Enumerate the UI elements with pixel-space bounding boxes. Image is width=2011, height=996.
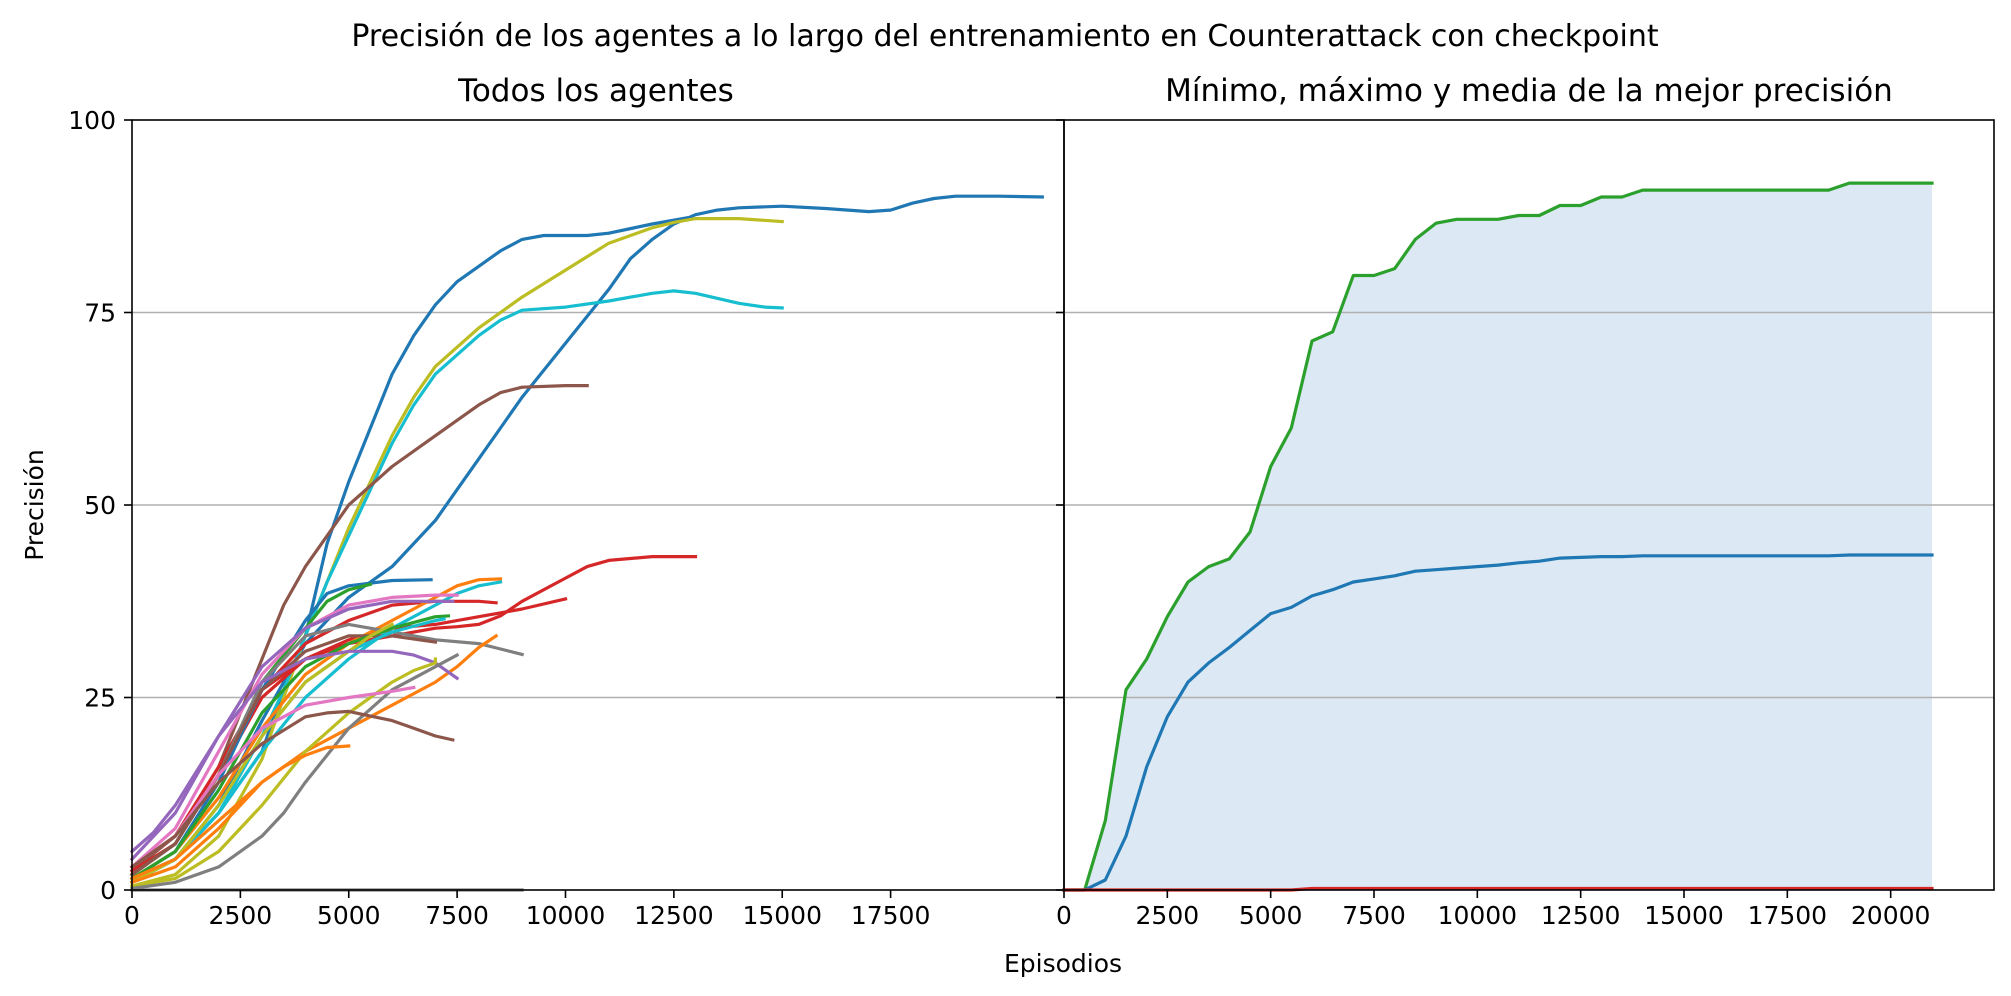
x-tick-label-min-max-mean: 12500 bbox=[1541, 901, 1621, 930]
y-tick-label: 0 bbox=[100, 876, 116, 905]
x-axis-label: Episodios bbox=[1004, 949, 1122, 978]
series-line-all-agents-21 bbox=[129, 649, 460, 854]
y-tick-label: 25 bbox=[84, 684, 116, 713]
min-max-band bbox=[1064, 183, 1932, 891]
series-line-min-max-mean-max bbox=[1062, 181, 1934, 892]
x-tick-label-all-agents: 15000 bbox=[742, 901, 822, 930]
series-line-all-agents-23 bbox=[130, 652, 460, 891]
series-line-all-agents-3 bbox=[130, 217, 784, 889]
series-line-all-agents-25 bbox=[129, 709, 455, 870]
x-tick-label-all-agents: 17500 bbox=[851, 901, 931, 930]
x-tick-label-min-max-mean: 20000 bbox=[1851, 901, 1931, 930]
series-line-all-agents-19 bbox=[129, 622, 395, 885]
panel-all-agents: Todos los agentes 0 2500 5000 7500 10000 1250… bbox=[68, 73, 1065, 930]
y-tick-label: 100 bbox=[68, 106, 116, 135]
x-tick-label-min-max-mean: 0 bbox=[1056, 901, 1072, 930]
series-line-all-agents-4 bbox=[129, 289, 784, 885]
y-tick-label: 75 bbox=[84, 299, 116, 328]
x-tick-label-all-agents: 12500 bbox=[634, 901, 714, 930]
y-tick-label: 50 bbox=[84, 491, 116, 520]
x-tick-label-min-max-mean: 17500 bbox=[1748, 901, 1828, 930]
y-axis-label: Precisión bbox=[20, 449, 49, 561]
series-line-min-max-mean-mean bbox=[1062, 553, 1934, 892]
panel-min-max-mean-frame bbox=[1063, 119, 1995, 891]
panel-all-agents-title: Todos los agentes bbox=[457, 73, 734, 109]
x-tick-label-all-agents: 0 bbox=[124, 901, 140, 930]
x-tick-label-min-max-mean: 5000 bbox=[1239, 901, 1303, 930]
series-line-all-agents-14 bbox=[129, 599, 455, 862]
x-tick-label-all-agents: 10000 bbox=[526, 901, 606, 930]
series-line-all-agents-17 bbox=[129, 614, 451, 881]
x-tick-label-all-agents: 2500 bbox=[209, 901, 273, 930]
x-tick-label-min-max-mean: 10000 bbox=[1438, 901, 1518, 930]
series-line-all-agents-12 bbox=[129, 580, 503, 885]
x-tick-label-all-agents: 7500 bbox=[425, 901, 489, 930]
series-line-all-agents-26 bbox=[129, 744, 351, 881]
x-tick-label-min-max-mean: 15000 bbox=[1644, 901, 1724, 930]
x-tick-label-min-max-mean: 2500 bbox=[1136, 901, 1200, 930]
series-line-all-agents-22 bbox=[130, 657, 437, 888]
panel-min-max-mean: Mínimo, máximo y media de la mejor preci… bbox=[1056, 73, 1995, 930]
panel-min-max-mean-title: Mínimo, máximo y media de la mejor preci… bbox=[1165, 73, 1893, 109]
x-tick-label-all-agents: 5000 bbox=[317, 901, 381, 930]
figure-suptitle: Precisión de los agentes a lo largo del … bbox=[351, 19, 1659, 54]
x-tick-label-min-max-mean: 7500 bbox=[1342, 901, 1406, 930]
series-line-all-agents-2 bbox=[129, 194, 1044, 881]
